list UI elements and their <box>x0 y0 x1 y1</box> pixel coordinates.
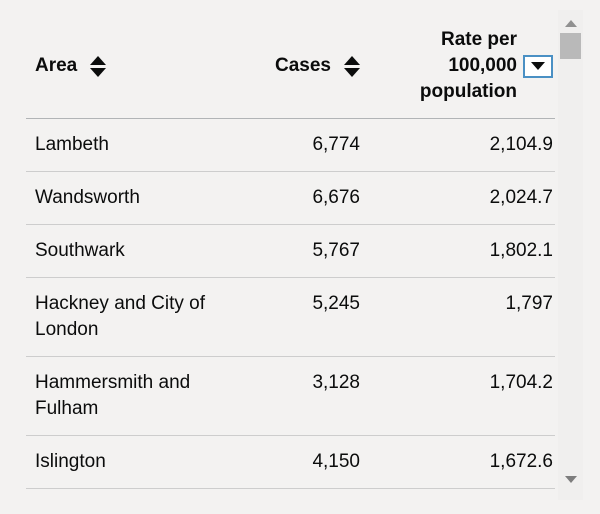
vertical-scrollbar[interactable] <box>558 10 583 500</box>
rate-cell: 2,024.7 <box>360 171 555 225</box>
column-header-area: Area <box>26 10 222 119</box>
table-row: Hackney and City of London 5,245 1,797 <box>26 277 555 357</box>
scrollbar-thumb[interactable] <box>560 33 581 59</box>
areas-cases-table: Area Cases <box>26 10 555 489</box>
scroll-down-icon[interactable] <box>564 476 577 483</box>
sort-up-triangle-icon <box>344 55 360 65</box>
column-label-area: Area <box>35 55 78 76</box>
sort-down-triangle-icon <box>90 67 107 77</box>
cases-cell: 6,676 <box>222 171 360 225</box>
cases-cell: 5,245 <box>222 277 360 357</box>
column-header-cases: Cases <box>222 10 360 119</box>
area-cell: Hammersmith and Fulham <box>26 356 222 436</box>
column-header-rate: Rate per 100,000 population <box>360 10 555 119</box>
table-row: Southwark 5,767 1,802.1 <box>26 224 555 278</box>
sort-descending-icon <box>531 62 545 70</box>
cases-cell: 6,774 <box>222 118 360 172</box>
table-row: Lambeth 6,774 2,104.9 <box>26 118 555 172</box>
scroll-up-icon[interactable] <box>564 20 577 27</box>
column-label-cases: Cases <box>275 55 331 76</box>
area-cell: Lambeth <box>26 118 222 172</box>
table-row: Hammersmith and Fulham 3,128 1,704.2 <box>26 356 555 436</box>
table-scroll-region[interactable]: Area Cases <box>26 10 555 489</box>
sort-button-rate-descending[interactable] <box>523 54 553 78</box>
rate-cell: 1,797 <box>360 277 555 357</box>
sort-down-triangle-icon <box>344 67 360 77</box>
sort-button-cases[interactable] <box>344 55 360 77</box>
table-header: Area Cases <box>26 10 555 119</box>
table-body: Lambeth 6,774 2,104.9 Wandsworth 6,676 2… <box>26 118 555 489</box>
rate-cell: 1,672.6 <box>360 435 555 489</box>
area-cell: Wandsworth <box>26 171 222 225</box>
cases-cell: 5,767 <box>222 224 360 278</box>
cases-cell: 3,128 <box>222 356 360 436</box>
table-row: Islington 4,150 1,672.6 <box>26 435 555 489</box>
rate-cell: 1,802.1 <box>360 224 555 278</box>
sort-button-area[interactable] <box>90 55 107 77</box>
area-cell: Islington <box>26 435 222 489</box>
cases-cell: 4,150 <box>222 435 360 489</box>
rate-cell: 1,704.2 <box>360 356 555 436</box>
column-label-rate: Rate per 100,000 population <box>419 29 517 102</box>
table-row: Wandsworth 6,676 2,024.7 <box>26 171 555 225</box>
sort-up-triangle-icon <box>90 55 107 65</box>
rate-cell: 2,104.9 <box>360 118 555 172</box>
area-cell: Hackney and City of London <box>26 277 222 357</box>
area-cell: Southwark <box>26 224 222 278</box>
